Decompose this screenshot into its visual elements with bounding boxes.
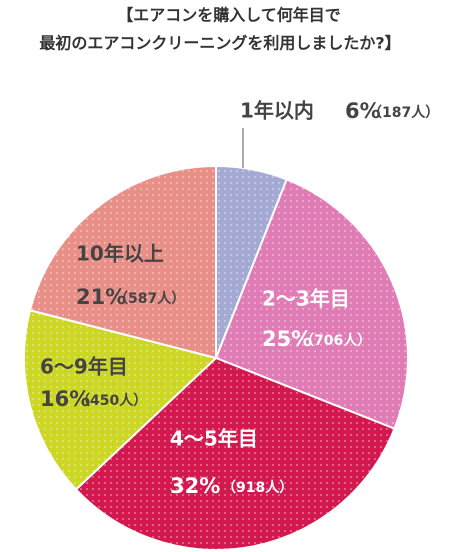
chart-title: 【エアコンを購入して何年目で — [117, 6, 341, 25]
slice-label: 4〜5年目 — [170, 427, 258, 451]
value-label: 6% — [345, 99, 381, 123]
slice-label: 10年以上 — [76, 242, 164, 266]
slice-label: 1年以内 — [240, 99, 314, 123]
count-label: （450人） — [76, 392, 147, 409]
count-label: （587人） — [114, 290, 185, 307]
count-label: （918人） — [222, 479, 293, 496]
slice-label: 6〜9年目 — [40, 355, 128, 379]
value-label: 32% — [170, 474, 220, 498]
value-label: 16% — [40, 387, 90, 411]
count-label: （187人） — [368, 104, 439, 121]
count-label: （706人） — [300, 332, 371, 349]
chart-title: 最初のエアコンクリーニングを利用しましたか?】 — [39, 34, 400, 53]
value-label: 21% — [76, 285, 126, 309]
value-label: 25% — [262, 327, 312, 351]
slice-label: 2〜3年目 — [262, 287, 350, 311]
labels: 1年以内 6%（187人） 2〜3年目 25%（706人） 4〜5年目 32% （918人）… — [40, 99, 439, 499]
